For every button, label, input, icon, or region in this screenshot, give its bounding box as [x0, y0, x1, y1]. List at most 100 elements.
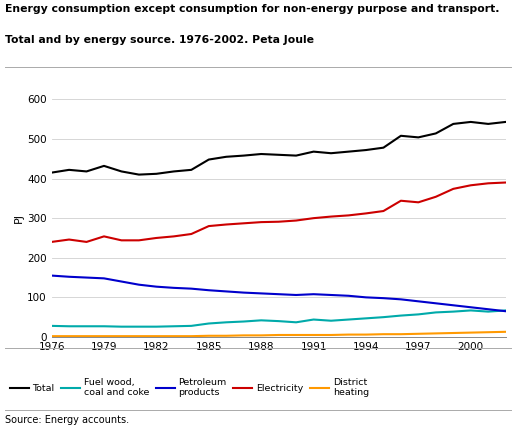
Line: Fuel wood,
coal and coke: Fuel wood, coal and coke	[52, 311, 506, 327]
Total	[153, 171, 159, 176]
District
heating	[171, 334, 177, 339]
Electricity	[345, 213, 351, 218]
Petroleum
products	[503, 308, 509, 314]
Petroleum
products	[345, 293, 351, 299]
Total	[415, 135, 422, 140]
Electricity	[171, 234, 177, 239]
Fuel wood,
coal and coke	[188, 323, 195, 328]
District
heating	[66, 334, 72, 339]
Fuel wood,
coal and coke	[450, 309, 456, 314]
District
heating	[240, 333, 247, 338]
Electricity	[258, 219, 264, 225]
District
heating	[153, 334, 159, 339]
Total	[101, 163, 107, 168]
Fuel wood,
coal and coke	[345, 317, 351, 322]
Petroleum
products	[328, 292, 334, 298]
District
heating	[49, 334, 55, 339]
Total	[206, 157, 212, 162]
Petroleum
products	[485, 307, 491, 312]
District
heating	[328, 332, 334, 337]
Electricity	[223, 222, 229, 227]
Electricity	[206, 223, 212, 229]
Total	[258, 152, 264, 157]
District
heating	[398, 332, 404, 337]
Petroleum
products	[293, 292, 299, 298]
Line: District
heating: District heating	[52, 332, 506, 336]
Total	[49, 170, 55, 175]
Fuel wood,
coal and coke	[101, 324, 107, 329]
Total	[467, 119, 474, 124]
Petroleum
products	[311, 292, 317, 297]
District
heating	[467, 330, 474, 335]
Total	[84, 169, 90, 174]
Total	[136, 172, 142, 177]
District
heating	[206, 333, 212, 338]
Petroleum
products	[415, 299, 422, 304]
Fuel wood,
coal and coke	[363, 316, 369, 321]
District
heating	[101, 334, 107, 339]
Electricity	[136, 238, 142, 243]
Total	[240, 153, 247, 158]
Fuel wood,
coal and coke	[84, 324, 90, 329]
Petroleum
products	[153, 284, 159, 289]
Fuel wood,
coal and coke	[258, 318, 264, 323]
Electricity	[293, 218, 299, 223]
Electricity	[503, 180, 509, 185]
Fuel wood,
coal and coke	[171, 324, 177, 329]
Electricity	[188, 232, 195, 237]
Electricity	[49, 239, 55, 245]
Total	[118, 169, 124, 174]
Petroleum
products	[206, 288, 212, 293]
Fuel wood,
coal and coke	[66, 324, 72, 329]
Fuel wood,
coal and coke	[276, 318, 282, 324]
Electricity	[311, 216, 317, 221]
Fuel wood,
coal and coke	[118, 324, 124, 329]
Fuel wood,
coal and coke	[311, 317, 317, 322]
Electricity	[485, 181, 491, 186]
Fuel wood,
coal and coke	[467, 308, 474, 313]
Fuel wood,
coal and coke	[49, 323, 55, 328]
District
heating	[188, 334, 195, 339]
Fuel wood,
coal and coke	[293, 320, 299, 325]
Petroleum
products	[450, 303, 456, 308]
Text: Energy consumption except consumption for non-energy purpose and transport.: Energy consumption except consumption fo…	[5, 4, 499, 14]
Total	[503, 119, 509, 124]
District
heating	[84, 334, 90, 339]
Petroleum
products	[101, 276, 107, 281]
Electricity	[363, 211, 369, 216]
Petroleum
products	[171, 285, 177, 290]
Petroleum
products	[223, 289, 229, 294]
Total	[328, 151, 334, 156]
Electricity	[467, 183, 474, 188]
Petroleum
products	[398, 297, 404, 302]
Electricity	[328, 214, 334, 219]
Total	[171, 169, 177, 174]
District
heating	[380, 332, 386, 337]
Fuel wood,
coal and coke	[328, 318, 334, 323]
Fuel wood,
coal and coke	[206, 321, 212, 326]
Line: Petroleum
products: Petroleum products	[52, 276, 506, 311]
Petroleum
products	[84, 275, 90, 280]
Total	[311, 149, 317, 154]
Petroleum
products	[118, 279, 124, 284]
Electricity	[398, 198, 404, 203]
Electricity	[84, 239, 90, 245]
Petroleum
products	[240, 290, 247, 295]
District
heating	[276, 332, 282, 337]
Petroleum
products	[363, 295, 369, 300]
District
heating	[223, 333, 229, 338]
Petroleum
products	[258, 291, 264, 296]
Electricity	[380, 209, 386, 214]
District
heating	[136, 334, 142, 339]
Electricity	[240, 221, 247, 226]
Y-axis label: PJ: PJ	[14, 213, 24, 223]
Electricity	[415, 200, 422, 205]
Total	[380, 145, 386, 150]
Electricity	[66, 237, 72, 242]
Total	[450, 121, 456, 127]
Legend: Total, Fuel wood,
coal and coke, Petroleum
products, Electricity, District
heati: Total, Fuel wood, coal and coke, Petrole…	[10, 378, 369, 397]
Electricity	[153, 235, 159, 241]
Fuel wood,
coal and coke	[485, 309, 491, 314]
Petroleum
products	[433, 301, 439, 306]
Total	[223, 154, 229, 159]
